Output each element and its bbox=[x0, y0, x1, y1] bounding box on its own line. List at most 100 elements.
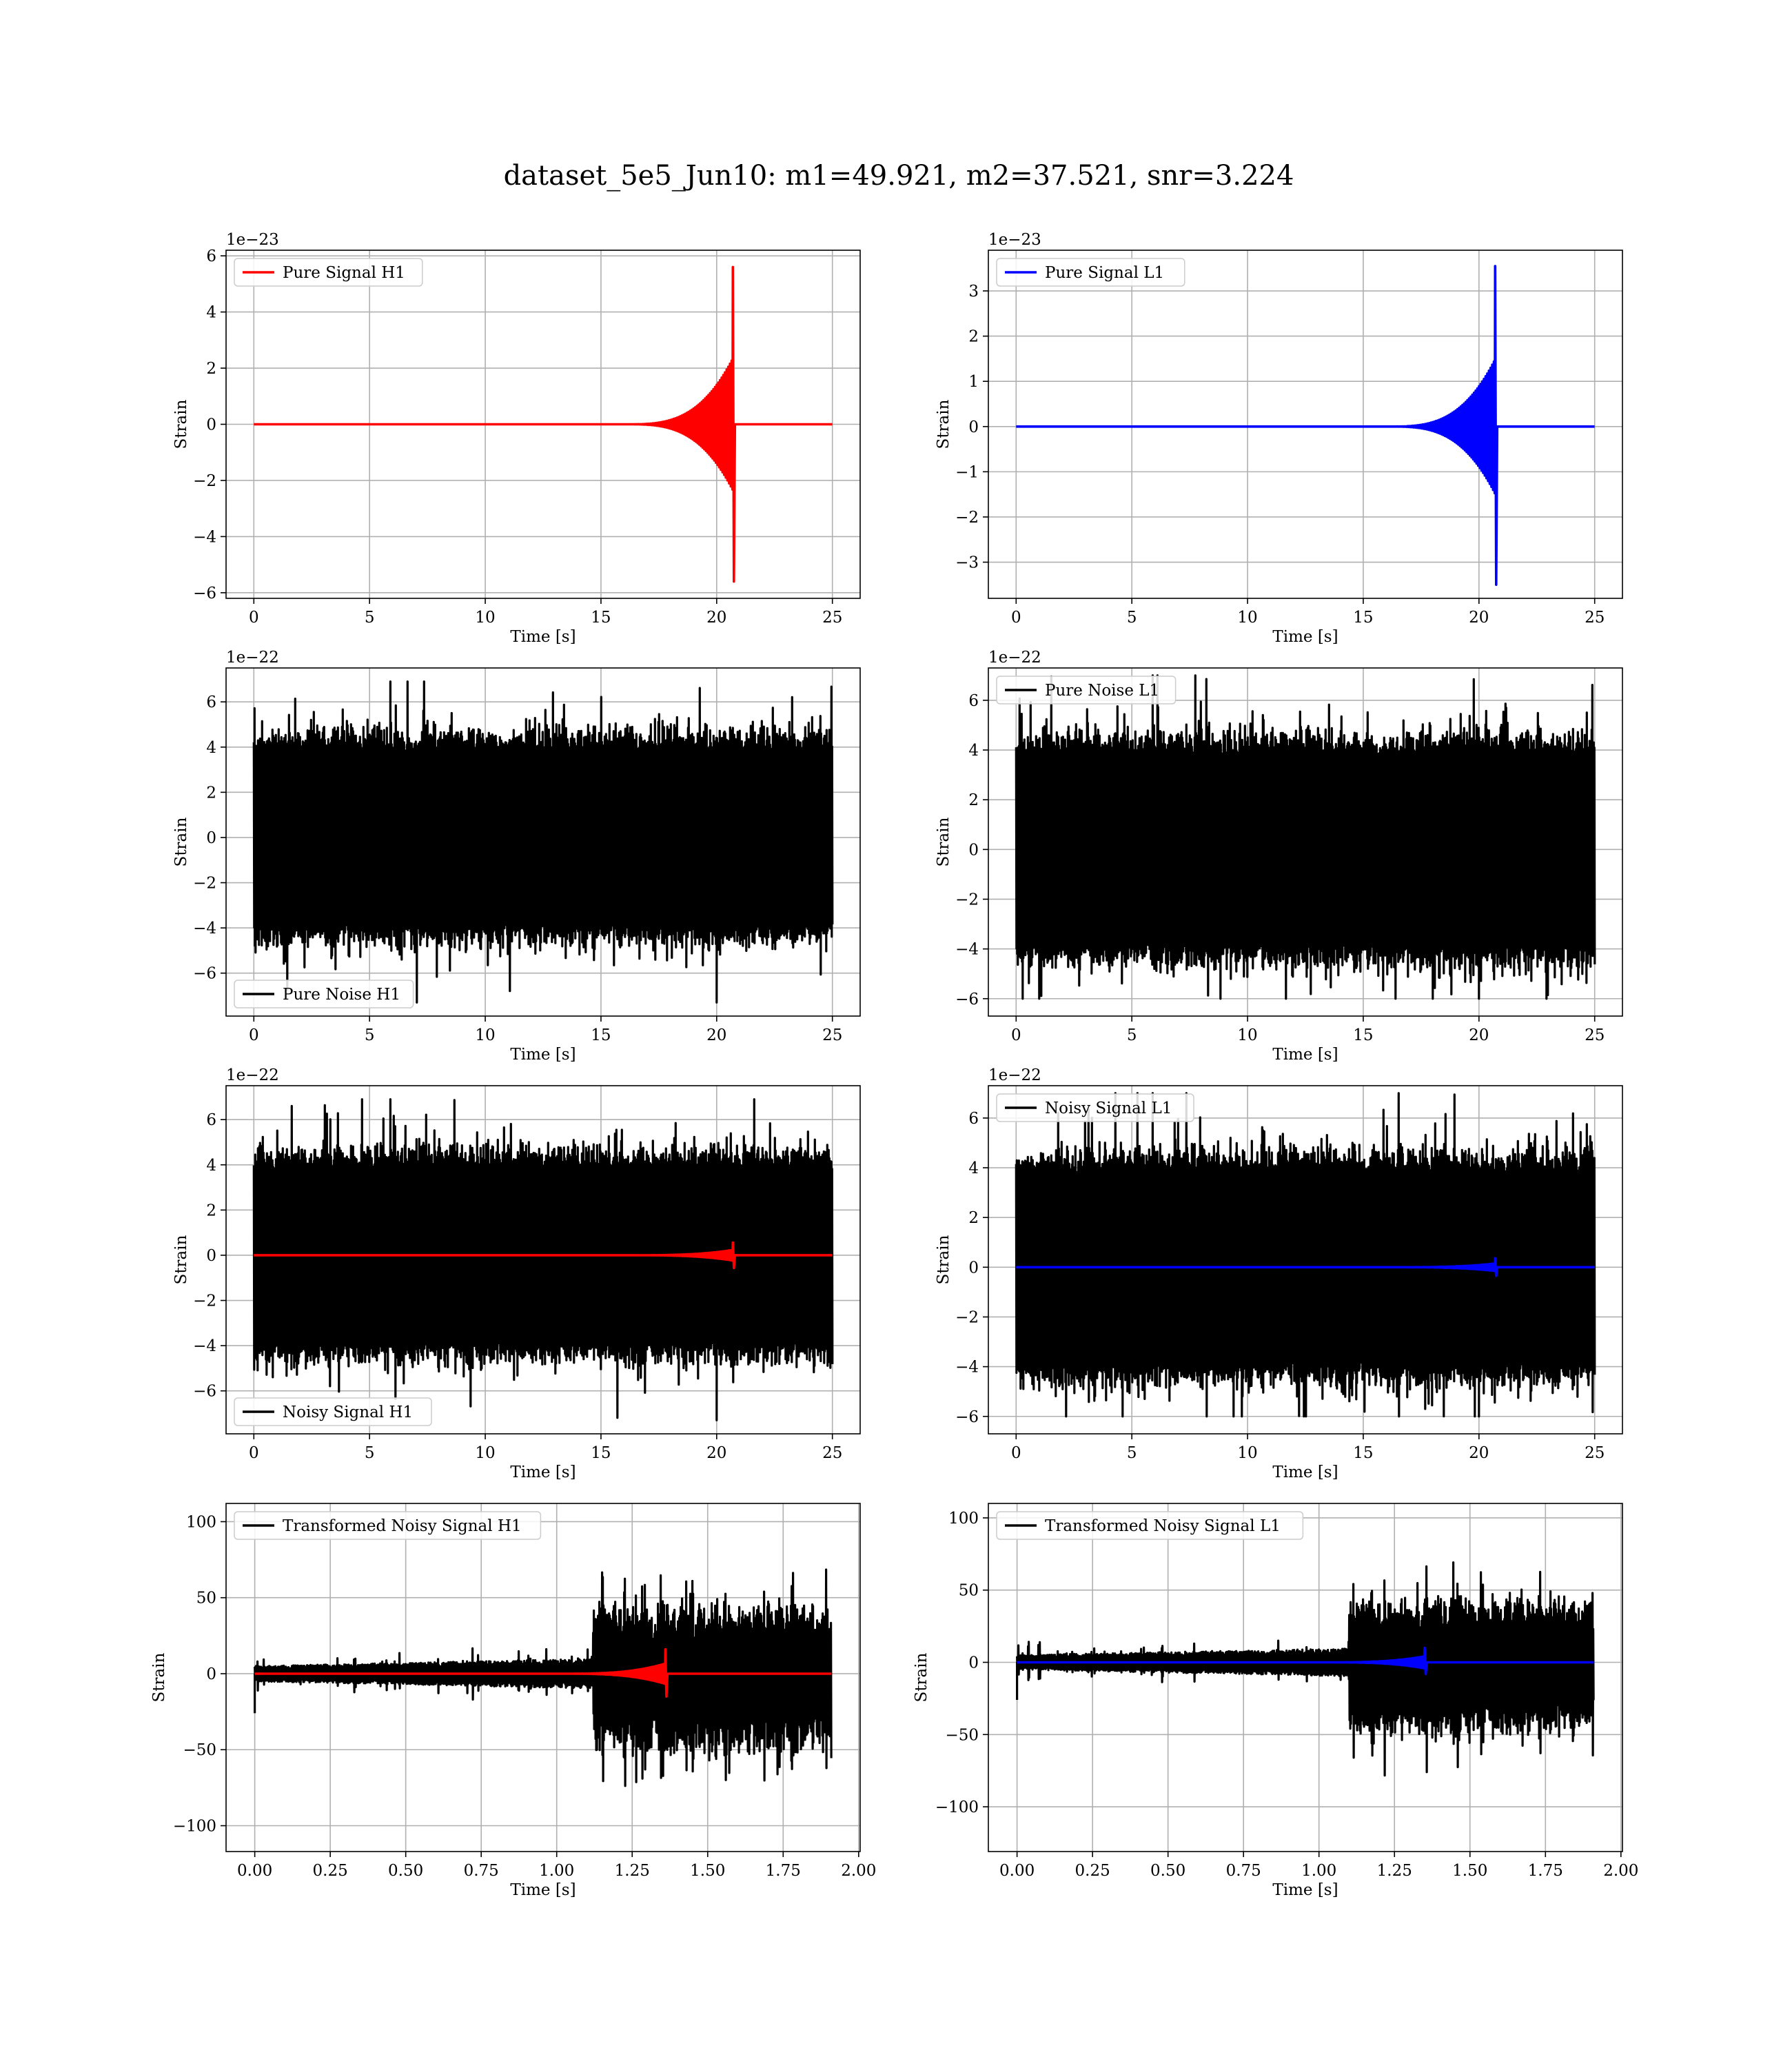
legend-box bbox=[996, 676, 1177, 704]
legend-box bbox=[234, 980, 414, 1008]
ytick-label: 0 bbox=[206, 416, 216, 434]
figure-title: dataset_5e5_Jun10: m1=49.921, m2=37.521,… bbox=[504, 160, 1294, 192]
ytick-label: −6 bbox=[955, 991, 979, 1008]
xtick-label: 10 bbox=[475, 1026, 495, 1044]
plot-area bbox=[254, 265, 833, 583]
ytick-label: −6 bbox=[955, 1408, 979, 1426]
legend: Transformed Noisy Signal H1 bbox=[234, 1511, 542, 1540]
ytick-label: 0 bbox=[206, 1247, 216, 1265]
xtick-label: 5 bbox=[1127, 1444, 1137, 1462]
ytick-label: 6 bbox=[968, 1110, 979, 1128]
y-offset-text: 1e−22 bbox=[988, 649, 1041, 667]
legend-label: Pure Signal L1 bbox=[1045, 264, 1164, 282]
ytick-label: 4 bbox=[968, 742, 979, 760]
y-offset-text: 1e−22 bbox=[988, 1066, 1041, 1084]
series-line-noise bbox=[1015, 674, 1596, 1000]
series-line-noise bbox=[1015, 1092, 1596, 1418]
x-axis-label: Time [s] bbox=[1272, 1463, 1338, 1481]
xtick-label: 15 bbox=[591, 1444, 611, 1462]
axes-frame bbox=[225, 667, 861, 1017]
ytick-label: 50 bbox=[959, 1582, 979, 1600]
xtick-label: 0 bbox=[249, 1444, 259, 1462]
xtick-label: 1.75 bbox=[766, 1862, 801, 1880]
ytick-label: 100 bbox=[186, 1513, 216, 1531]
legend-label: Transformed Noisy Signal H1 bbox=[283, 1517, 522, 1535]
xtick-label: 25 bbox=[1585, 1026, 1605, 1044]
xtick-label: 5 bbox=[1127, 1026, 1137, 1044]
xtick-label: 15 bbox=[1353, 1026, 1373, 1044]
x-axis-label: Time [s] bbox=[510, 1046, 576, 1064]
series-line-signal bbox=[254, 265, 833, 583]
ytick-label: 3 bbox=[968, 283, 979, 301]
subplot-noisy-signal-l1: 0 5 10 15 20 25 −6 −4 −2 0 2 4 6 Time [s] Strain 1e−22N… bbox=[935, 1066, 1623, 1481]
x-axis-label: Time [s] bbox=[510, 1881, 576, 1899]
subplot-pure-noise-l1: 0 5 10 15 20 25 −6 −4 −2 0 2 4 6 Time [s] Strain 1e−22P… bbox=[935, 649, 1623, 1064]
xtick-label: 15 bbox=[591, 609, 611, 627]
xtick-label: 1.50 bbox=[1452, 1862, 1487, 1880]
xtick-label: 0 bbox=[249, 1026, 259, 1044]
subplot-pure-signal-l1: 0 5 10 15 20 25 −3 −2 −1 0 1 2 3 Time [s] Strain 1e−23P… bbox=[935, 231, 1623, 646]
axes-frame bbox=[225, 1503, 861, 1852]
xtick-label: 1.25 bbox=[615, 1862, 650, 1880]
subplot-pure-signal-h1: 0 5 10 15 20 25 −6 −4 −2 0 2 4 6 Time [s] Strain 1e−23P… bbox=[172, 231, 861, 646]
legend: Noisy Signal H1 bbox=[234, 1397, 432, 1426]
ytick-label: −50 bbox=[183, 1741, 216, 1759]
y-axis-label: Strain bbox=[935, 1235, 953, 1284]
series-line-whitened bbox=[254, 1568, 833, 1787]
xtick-label: 1.50 bbox=[690, 1862, 725, 1880]
ytick-label: 4 bbox=[206, 304, 216, 322]
legend-label: Pure Signal H1 bbox=[283, 264, 405, 282]
xtick-label: 20 bbox=[1469, 1026, 1489, 1044]
xtick-label: 0.00 bbox=[999, 1862, 1035, 1880]
plot-area bbox=[1016, 265, 1595, 587]
ytick-label: 2 bbox=[968, 328, 979, 346]
ytick-label: −2 bbox=[955, 509, 979, 527]
legend: Pure Signal L1 bbox=[996, 258, 1185, 287]
y-offset-text: 1e−22 bbox=[226, 1066, 279, 1084]
legend-box bbox=[996, 1511, 1304, 1540]
ytick-label: −6 bbox=[193, 585, 216, 602]
ytick-label: 1 bbox=[968, 373, 979, 391]
xtick-label: 5 bbox=[365, 1444, 375, 1462]
xtick-label: 10 bbox=[1237, 609, 1257, 627]
legend: Noisy Signal L1 bbox=[996, 1093, 1194, 1122]
xtick-label: 5 bbox=[365, 1026, 375, 1044]
series-line-signal bbox=[1016, 265, 1595, 587]
xtick-label: 0.75 bbox=[1226, 1862, 1261, 1880]
ytick-label: 4 bbox=[968, 1159, 979, 1177]
ytick-label: 100 bbox=[948, 1510, 979, 1528]
y-axis-label: Strain bbox=[172, 399, 190, 449]
xtick-label: 20 bbox=[706, 1026, 726, 1044]
ytick-label: 6 bbox=[206, 1111, 216, 1129]
xtick-label: 0 bbox=[249, 609, 259, 627]
xtick-label: 0.75 bbox=[464, 1862, 499, 1880]
ytick-label: −100 bbox=[935, 1798, 979, 1816]
ytick-label: −1 bbox=[955, 463, 979, 481]
xtick-label: 5 bbox=[1127, 609, 1137, 627]
series-line-noise bbox=[252, 1098, 834, 1421]
y-axis-label: Strain bbox=[913, 1652, 930, 1702]
x-axis-label: Time [s] bbox=[1272, 1881, 1338, 1899]
legend: Pure Noise H1 bbox=[234, 980, 414, 1008]
xtick-label: 25 bbox=[822, 1026, 842, 1044]
plot-area bbox=[1015, 674, 1596, 1000]
plot-area bbox=[1016, 1561, 1595, 1777]
x-axis-label: Time [s] bbox=[1272, 1046, 1338, 1064]
ytick-label: −2 bbox=[193, 875, 216, 893]
ytick-label: −4 bbox=[193, 528, 216, 546]
legend-box bbox=[996, 1093, 1194, 1122]
ytick-label: 50 bbox=[196, 1590, 216, 1608]
x-axis-label: Time [s] bbox=[510, 628, 576, 646]
legend-box bbox=[234, 1397, 432, 1426]
xtick-label: 1.75 bbox=[1528, 1862, 1563, 1880]
xtick-label: 10 bbox=[1237, 1444, 1257, 1462]
axes-frame bbox=[988, 1503, 1623, 1852]
xtick-label: 0 bbox=[1011, 609, 1021, 627]
xtick-label: 25 bbox=[822, 609, 842, 627]
ytick-label: −100 bbox=[173, 1818, 216, 1836]
series-line-signal bbox=[1017, 1646, 1594, 1676]
xtick-label: 1.00 bbox=[1301, 1862, 1336, 1880]
xtick-label: 10 bbox=[475, 609, 495, 627]
xtick-label: 0 bbox=[1011, 1026, 1021, 1044]
